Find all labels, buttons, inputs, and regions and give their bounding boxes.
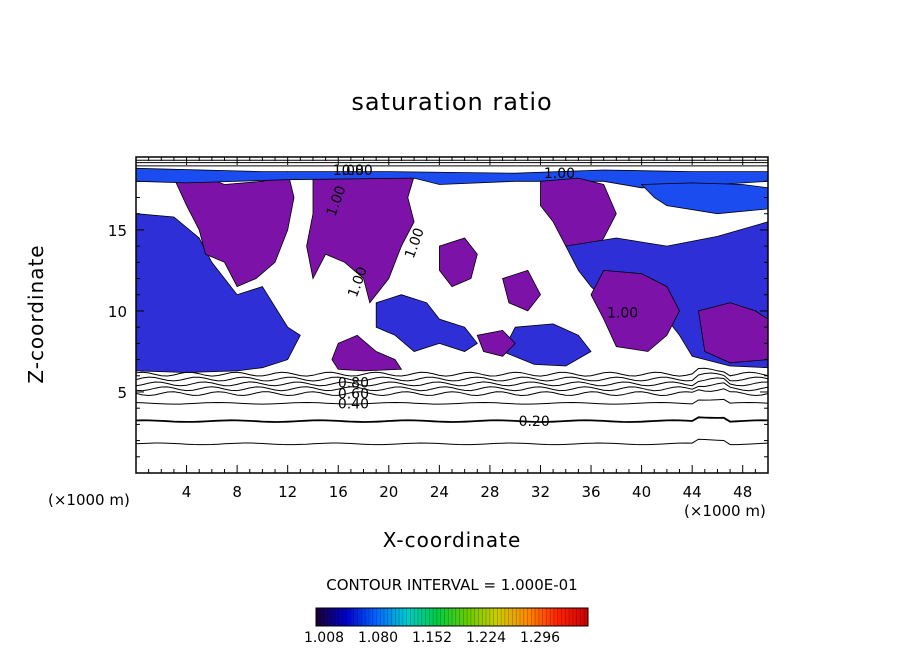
x-unit-label-right: (×1000 m) — [684, 502, 766, 520]
x-tick-label: 12 — [278, 483, 297, 501]
x-tick-label: 44 — [683, 483, 702, 501]
y-axis-label: Z-coordinate — [24, 244, 48, 384]
saturated-region — [640, 182, 768, 215]
contour-line — [136, 372, 768, 382]
contour-line — [136, 398, 768, 405]
x-axis-label: X-coordinate — [382, 528, 522, 552]
x-unit-label-left: (×1000 m) — [48, 491, 130, 509]
saturated-region — [173, 171, 295, 288]
contour-line — [136, 382, 768, 392]
contour-line — [136, 416, 768, 423]
contour-line — [136, 377, 768, 387]
contour-interval-label: CONTOUR INTERVAL = 1.000E-01 — [326, 576, 578, 594]
saturation-fill-layer — [136, 167, 768, 373]
x-tick-label: 20 — [379, 483, 398, 501]
contour-label: 0.80 — [338, 375, 369, 391]
y-axis-ticks: 5 10 15 — [108, 180, 768, 458]
x-tick-label: 48 — [733, 483, 752, 501]
saturated-region — [590, 269, 680, 352]
saturated-region — [439, 237, 478, 288]
contour-label: 1.00 — [544, 166, 575, 182]
saturated-region — [476, 329, 516, 357]
x-tick-label: 4 — [182, 483, 192, 501]
saturated-region — [331, 334, 403, 372]
x-tick-label: 24 — [430, 483, 449, 501]
x-tick-label: 28 — [480, 483, 499, 501]
x-tick-label: 40 — [632, 483, 651, 501]
colorbar — [315, 607, 589, 627]
y-tick-label: 15 — [108, 222, 127, 240]
x-tick-label: 8 — [232, 483, 242, 501]
colorbar-tick-label: 1.296 — [519, 630, 561, 646]
contour-label: 0.60 — [338, 387, 369, 403]
saturated-region — [698, 302, 768, 364]
contour-line — [136, 367, 768, 377]
colorbar-tick-label: 1.152 — [411, 630, 453, 646]
saturated-region — [375, 294, 478, 352]
y-tick-label: 5 — [117, 384, 127, 402]
contour-label: 1.00 — [333, 163, 364, 179]
saturated-region — [502, 323, 592, 367]
saturated-region — [136, 213, 301, 373]
colorbar-tick-label: 1.008 — [303, 630, 345, 646]
y-tick-label: 10 — [108, 303, 127, 321]
chart-title: saturation ratio — [351, 88, 553, 116]
x-tick-label: 32 — [531, 483, 550, 501]
contour-line — [136, 438, 768, 446]
contour-label: 0.80 — [342, 163, 373, 179]
x-tick-label: 16 — [329, 483, 348, 501]
x-tick-label: 36 — [581, 483, 600, 501]
colorbar-tick-label: 1.224 — [465, 630, 507, 646]
contour-label: 1.00 — [607, 306, 638, 322]
colorbar-divisions — [319, 608, 585, 626]
contour-label: 0.20 — [519, 414, 550, 430]
colorbar-tick-label: 1.080 — [357, 630, 399, 646]
saturated-region — [502, 269, 541, 312]
contour-label: 0.40 — [338, 396, 369, 412]
x-axis-ticks: 4 8 12 16 20 24 28 32 36 40 44 48 — [148, 157, 756, 501]
contour-line — [136, 388, 768, 397]
contour-lines — [136, 159, 768, 446]
